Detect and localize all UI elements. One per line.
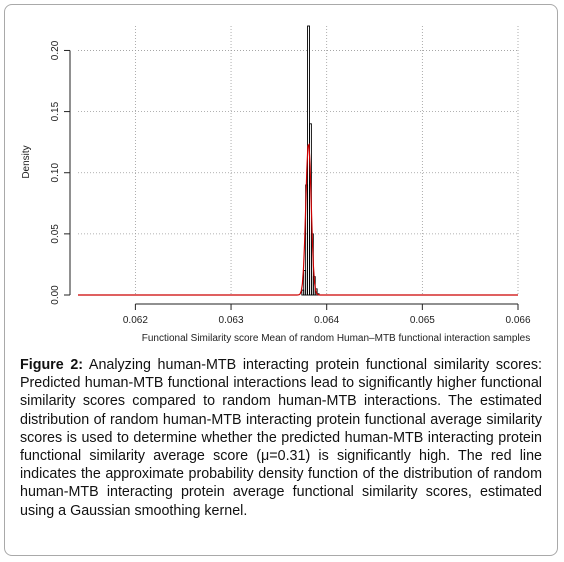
density-chart: 0.00 0.05 0.10 0.15 0.20 0.062 0.063 0.064 0.065… [21, 25, 531, 344]
y-tick-label: 0.05 [50, 224, 61, 244]
x-tick-label: 0.063 [219, 315, 244, 326]
y-axis-label: Density [21, 145, 32, 178]
y-tick-label: 0.10 [50, 163, 61, 183]
density-curve-layer [78, 142, 518, 296]
histogram-bar [314, 288, 318, 296]
axes: 0.00 0.05 0.10 0.15 0.20 0.062 0.063 0.064 0.065… [50, 40, 531, 326]
x-tick-label: 0.065 [410, 315, 435, 326]
figure-caption: Figure 2: Analyzing human-MTB interactin… [20, 356, 542, 520]
x-tick-label: 0.064 [314, 315, 339, 326]
figure-frame [4, 4, 558, 556]
x-tick-label: 0.062 [123, 315, 148, 326]
caption-label: Figure 2: [20, 357, 84, 373]
y-tick-label: 0.00 [50, 285, 61, 305]
grid [78, 26, 519, 295]
y-tick-label: 0.20 [50, 40, 61, 60]
caption-text: Analyzing human-MTB interacting protein … [20, 357, 542, 519]
x-axis-label: Functional Similarity score Mean of rand… [142, 333, 531, 344]
x-tick-label: 0.066 [505, 315, 530, 326]
density-curve [78, 142, 518, 296]
y-tick-label: 0.15 [50, 101, 61, 121]
